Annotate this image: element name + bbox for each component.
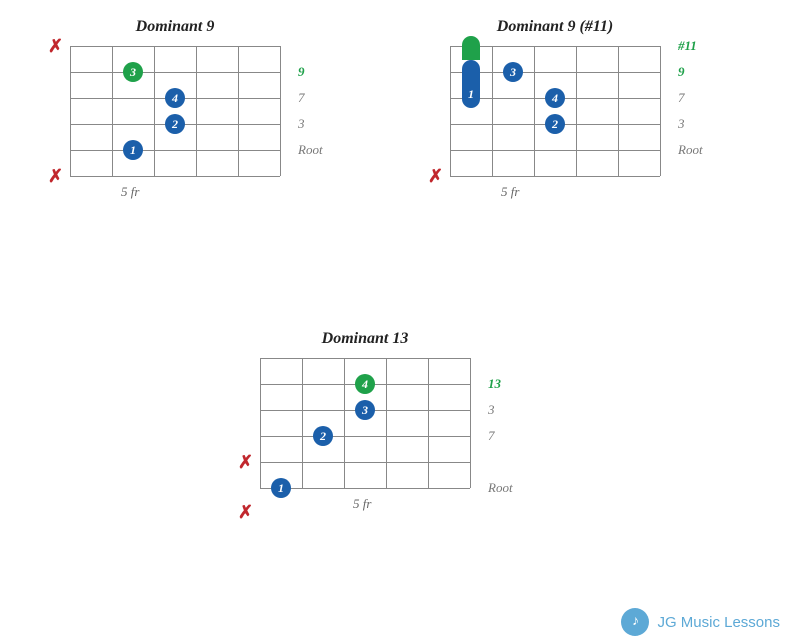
finger-dot: 2 [545, 114, 565, 134]
interval-label: 9 [298, 64, 305, 80]
fret-line [260, 358, 261, 488]
fret-line [238, 46, 239, 176]
fret-line [386, 358, 387, 488]
string-line [450, 72, 660, 73]
interval-label: 7 [678, 90, 685, 106]
string-line [450, 176, 660, 177]
finger-dot: 3 [355, 400, 375, 420]
fret-line [280, 46, 281, 176]
interval-label: #11 [678, 38, 697, 54]
chord-diagram: Dominant 93412✗✗5 fr973Root [60, 18, 290, 176]
barre-extension [462, 36, 480, 60]
finger-dot: 4 [545, 88, 565, 108]
finger-dot: 1 [271, 478, 291, 498]
string-line [260, 358, 470, 359]
string-line [70, 176, 280, 177]
watermark-text: JG Music Lessons [657, 614, 780, 631]
fret-line [450, 46, 451, 176]
mute-icon: ✗ [238, 502, 253, 523]
fret-line [576, 46, 577, 176]
fret-line [428, 358, 429, 488]
fretboard: 4321✗✗5 fr1337Root [260, 358, 470, 488]
finger-dot: 4 [165, 88, 185, 108]
diagram-title: Dominant 13 [250, 330, 480, 348]
interval-label: 9 [678, 64, 685, 80]
mute-icon: ✗ [48, 36, 63, 57]
string-line [260, 436, 470, 437]
string-line [450, 46, 660, 47]
fret-line [302, 358, 303, 488]
finger-dot: 3 [503, 62, 523, 82]
string-line [70, 46, 280, 47]
string-line [260, 488, 470, 489]
fret-line [112, 46, 113, 176]
string-line [70, 72, 280, 73]
mute-icon: ✗ [48, 166, 63, 187]
interval-label: Root [298, 142, 323, 158]
string-line [260, 462, 470, 463]
finger-dot: 4 [355, 374, 375, 394]
diagram-title: Dominant 9 (#11) [440, 18, 670, 36]
fretboard: 3412✗✗5 fr973Root [70, 46, 280, 176]
chord-diagram: Dominant 134321✗✗5 fr1337Root [250, 330, 480, 488]
interval-label: 3 [488, 402, 495, 418]
interval-label: Root [488, 480, 513, 496]
interval-label: Root [678, 142, 703, 158]
barre: 1 [462, 60, 480, 108]
watermark: ♪ JG Music Lessons [621, 608, 780, 636]
interval-label: 3 [298, 116, 305, 132]
watermark-glyph: ♪ [632, 614, 639, 630]
fret-line [470, 358, 471, 488]
finger-dot: 2 [313, 426, 333, 446]
fret-line [196, 46, 197, 176]
interval-label: 13 [488, 376, 501, 392]
mute-icon: ✗ [238, 452, 253, 473]
fret-line [154, 46, 155, 176]
string-line [70, 150, 280, 151]
interval-label: 3 [678, 116, 685, 132]
fret-marker: 5 fr [353, 496, 371, 512]
string-line [450, 150, 660, 151]
fret-line [534, 46, 535, 176]
finger-dot: 2 [165, 114, 185, 134]
interval-label: 7 [488, 428, 495, 444]
fret-line [660, 46, 661, 176]
fret-marker: 5 fr [121, 184, 139, 200]
chord-diagram: Dominant 9 (#11)1342✗5 fr#11973Root [440, 18, 670, 176]
fret-line [492, 46, 493, 176]
fret-marker: 5 fr [501, 184, 519, 200]
diagram-title: Dominant 9 [60, 18, 290, 36]
watermark-icon: ♪ [621, 608, 649, 636]
finger-dot: 1 [123, 140, 143, 160]
interval-label: 7 [298, 90, 305, 106]
mute-icon: ✗ [428, 166, 443, 187]
fretboard: 1342✗5 fr#11973Root [450, 46, 660, 176]
fret-line [618, 46, 619, 176]
fret-line [70, 46, 71, 176]
finger-dot: 3 [123, 62, 143, 82]
fret-line [344, 358, 345, 488]
